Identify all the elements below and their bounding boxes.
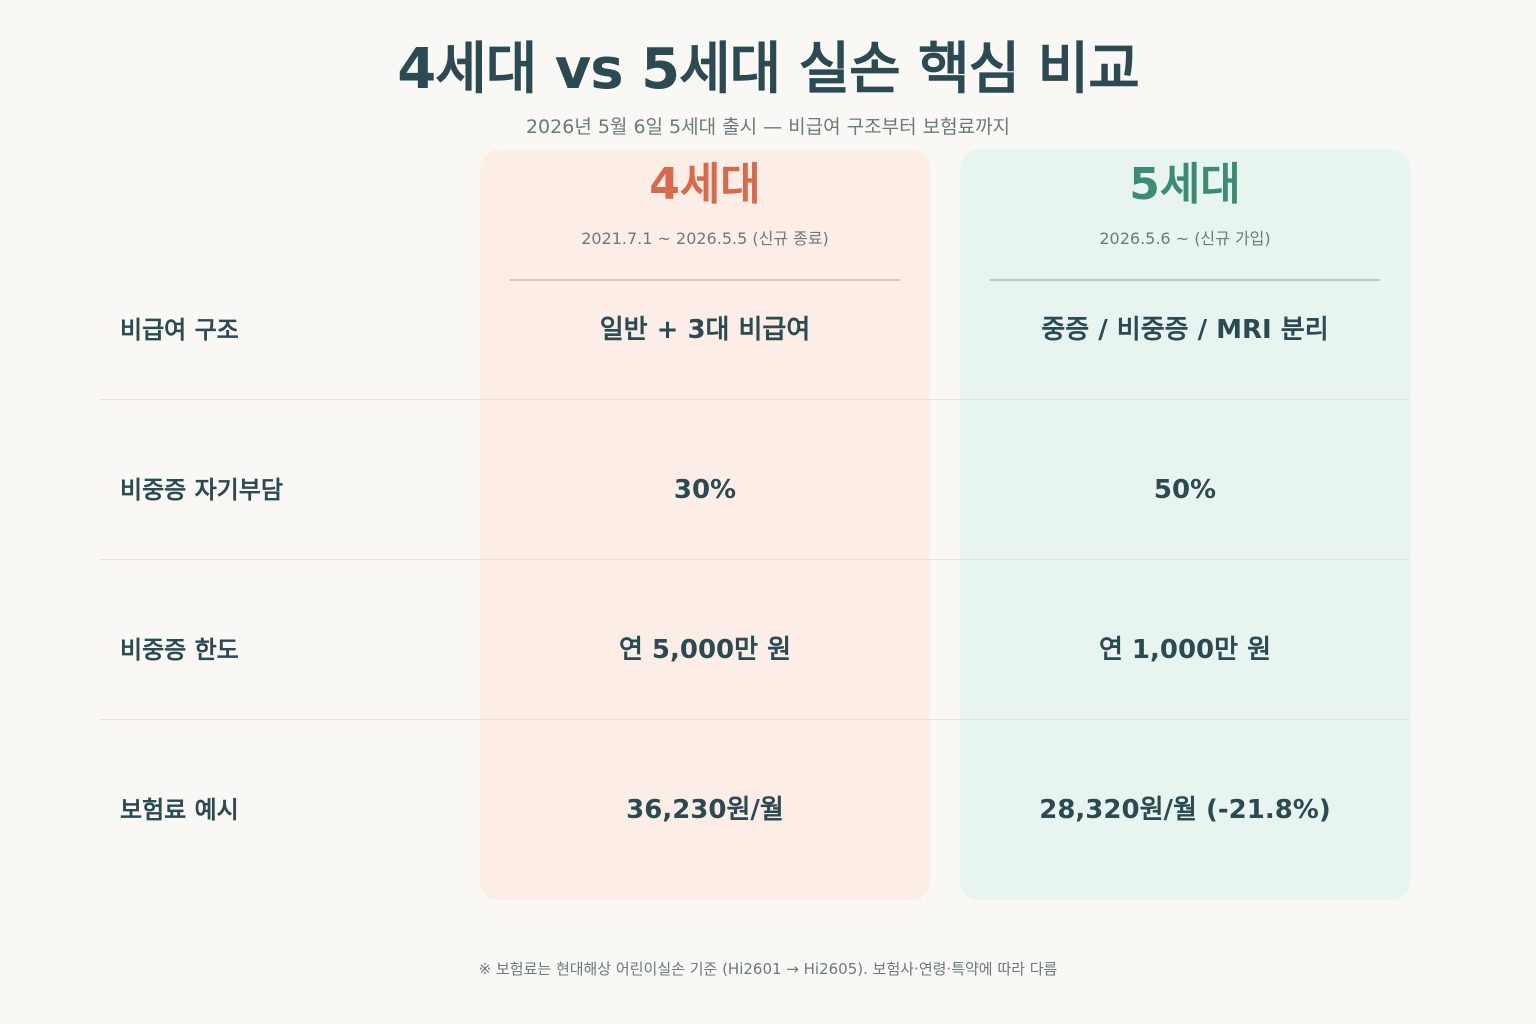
row-divider: [100, 559, 1410, 560]
page-subtitle: 2026년 5월 6일 5세대 출시 — 비급여 구조부터 보험료까지: [525, 116, 1011, 138]
column-gen5-period: 2026.5.6 ~ (신규 가입): [1099, 229, 1271, 248]
row-divider: [100, 719, 1410, 720]
column-gen4-rule: [510, 279, 900, 281]
cell-gen5-structure: 중증 / 비중증 / MRI 분리: [1041, 315, 1329, 345]
row-label-copay: 비중증 자기부담: [120, 476, 283, 504]
cell-gen4-premium: 36,230원/월: [626, 795, 784, 825]
cell-gen4-limit: 연 5,000만 원: [618, 635, 792, 665]
column-gen4-period: 2021.7.1 ~ 2026.5.5 (신규 종료): [581, 229, 829, 248]
column-gen5-title: 5세대: [1129, 159, 1241, 210]
page-title: 4세대 vs 5세대 실손 핵심 비교: [397, 37, 1139, 102]
column-gen5-rule: [990, 279, 1380, 281]
column-gen4-panel: [480, 150, 930, 900]
cell-gen5-limit: 연 1,000만 원: [1098, 635, 1272, 665]
column-gen4-title: 4세대: [649, 159, 761, 210]
row-label-premium: 보험료 예시: [120, 796, 239, 824]
cell-gen5-copay: 50%: [1153, 475, 1217, 505]
cell-gen4-copay: 30%: [673, 475, 737, 505]
row-label-limit: 비중증 한도: [120, 636, 239, 664]
row-divider: [100, 399, 1410, 400]
cell-gen5-premium: 28,320원/월 (-21.8%): [1039, 795, 1331, 825]
footnote: ※ 보험료는 현대해상 어린이실손 기준 (Hi2601 → Hi2605). …: [478, 960, 1058, 978]
column-gen5-panel: [960, 150, 1410, 900]
row-label-structure: 비급여 구조: [120, 316, 239, 344]
cell-gen4-structure: 일반 + 3대 비급여: [599, 315, 811, 345]
